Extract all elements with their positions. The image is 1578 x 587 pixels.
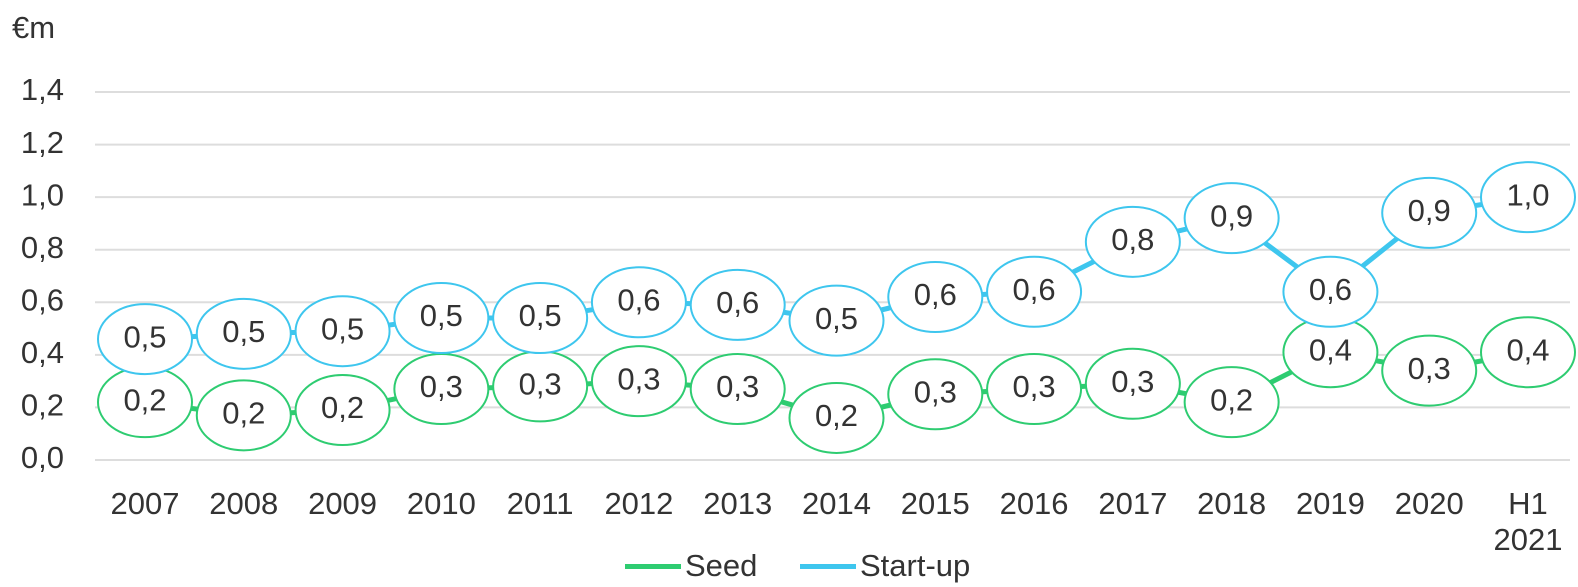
data-point	[1183, 366, 1280, 439]
data-label: 0,4	[1309, 332, 1352, 367]
y-tick-label: 0,4	[21, 335, 64, 370]
data-point	[1084, 347, 1181, 420]
data-point	[1381, 176, 1478, 249]
data-label: 0,2	[123, 382, 166, 417]
x-tick-label: H1 2021	[1493, 486, 1563, 557]
data-label: 0,5	[420, 298, 463, 333]
data-point	[294, 295, 391, 368]
data-label: 0,2	[222, 396, 265, 431]
legend-swatch	[625, 563, 681, 569]
legend-swatch	[800, 563, 856, 569]
data-point	[887, 261, 984, 334]
legend-item: Seed	[625, 548, 757, 584]
data-label: 0,9	[1408, 193, 1451, 228]
y-axis-unit: €m	[12, 10, 55, 45]
data-label: 0,5	[123, 319, 166, 354]
data-label: 0,2	[1210, 382, 1253, 417]
data-label: 0,3	[1111, 364, 1154, 399]
data-point	[195, 297, 292, 370]
data-label: 0,5	[222, 314, 265, 349]
data-point	[1480, 316, 1576, 389]
x-tick-label: 2016	[999, 486, 1069, 521]
data-label: 0,6	[1013, 272, 1056, 307]
data-label: 0,3	[1013, 369, 1056, 404]
x-tick-label: 2014	[802, 486, 871, 521]
data-point	[294, 374, 391, 447]
data-label: 0,5	[519, 298, 562, 333]
data-point	[590, 345, 687, 418]
data-point	[689, 353, 786, 426]
y-tick-label: 0,0	[21, 440, 64, 475]
y-tick-label: 0,2	[21, 388, 64, 423]
data-label: 0,5	[815, 301, 858, 336]
data-point	[393, 282, 490, 355]
data-point	[195, 379, 292, 452]
data-point	[1282, 255, 1379, 328]
data-label: 0,3	[519, 367, 562, 402]
data-point	[689, 268, 786, 341]
data-label: 0,6	[914, 277, 957, 312]
data-label: 0,3	[1408, 351, 1451, 386]
data-label: 0,3	[420, 369, 463, 404]
legend-label: Start-up	[860, 548, 971, 583]
data-label: 0,6	[716, 285, 759, 320]
y-tick-label: 0,8	[21, 230, 64, 265]
data-label: 0,2	[321, 390, 364, 425]
data-point	[1183, 182, 1280, 255]
x-tick-label: 2007	[110, 486, 180, 521]
x-tick-label: 2020	[1394, 486, 1464, 521]
data-point	[97, 303, 193, 376]
y-tick-label: 1,0	[21, 177, 64, 212]
data-point	[887, 358, 984, 431]
data-point	[986, 255, 1083, 328]
data-point	[986, 353, 1083, 426]
data-label: 0,5	[321, 311, 364, 346]
x-tick-label: 2012	[604, 486, 674, 521]
data-label: 0,6	[1309, 272, 1352, 307]
data-label: 0,6	[617, 282, 660, 317]
legend-item: Start-up	[800, 548, 970, 584]
legend-label: Seed	[685, 548, 758, 583]
data-label: 0,3	[716, 369, 759, 404]
x-tick-label: 2019	[1295, 486, 1365, 521]
data-point	[1084, 205, 1181, 278]
data-label: 1,0	[1506, 177, 1549, 212]
data-point	[1381, 334, 1478, 407]
x-tick-label: 2018	[1197, 486, 1267, 521]
data-point	[788, 381, 885, 454]
data-point	[492, 282, 589, 355]
x-tick-label: 2011	[506, 486, 574, 521]
data-label: 0,4	[1506, 332, 1549, 367]
data-point	[788, 284, 885, 357]
data-point	[590, 266, 687, 339]
data-label: 0,3	[914, 374, 957, 409]
x-tick-label: 2008	[209, 486, 279, 521]
y-tick-label: 1,4	[21, 72, 64, 107]
y-tick-label: 0,6	[21, 282, 64, 317]
x-tick-label: 2015	[900, 486, 970, 521]
x-tick-label: 2009	[308, 486, 378, 521]
data-label: 0,3	[617, 361, 660, 396]
data-label: 0,8	[1111, 222, 1154, 257]
data-label: 0,9	[1210, 198, 1253, 233]
data-point	[1480, 161, 1576, 234]
data-label: 0,2	[815, 398, 858, 433]
x-tick-label: 2017	[1098, 486, 1168, 521]
x-tick-label: 2013	[703, 486, 773, 521]
y-tick-label: 1,2	[21, 125, 64, 160]
x-tick-label: 2010	[406, 486, 476, 521]
